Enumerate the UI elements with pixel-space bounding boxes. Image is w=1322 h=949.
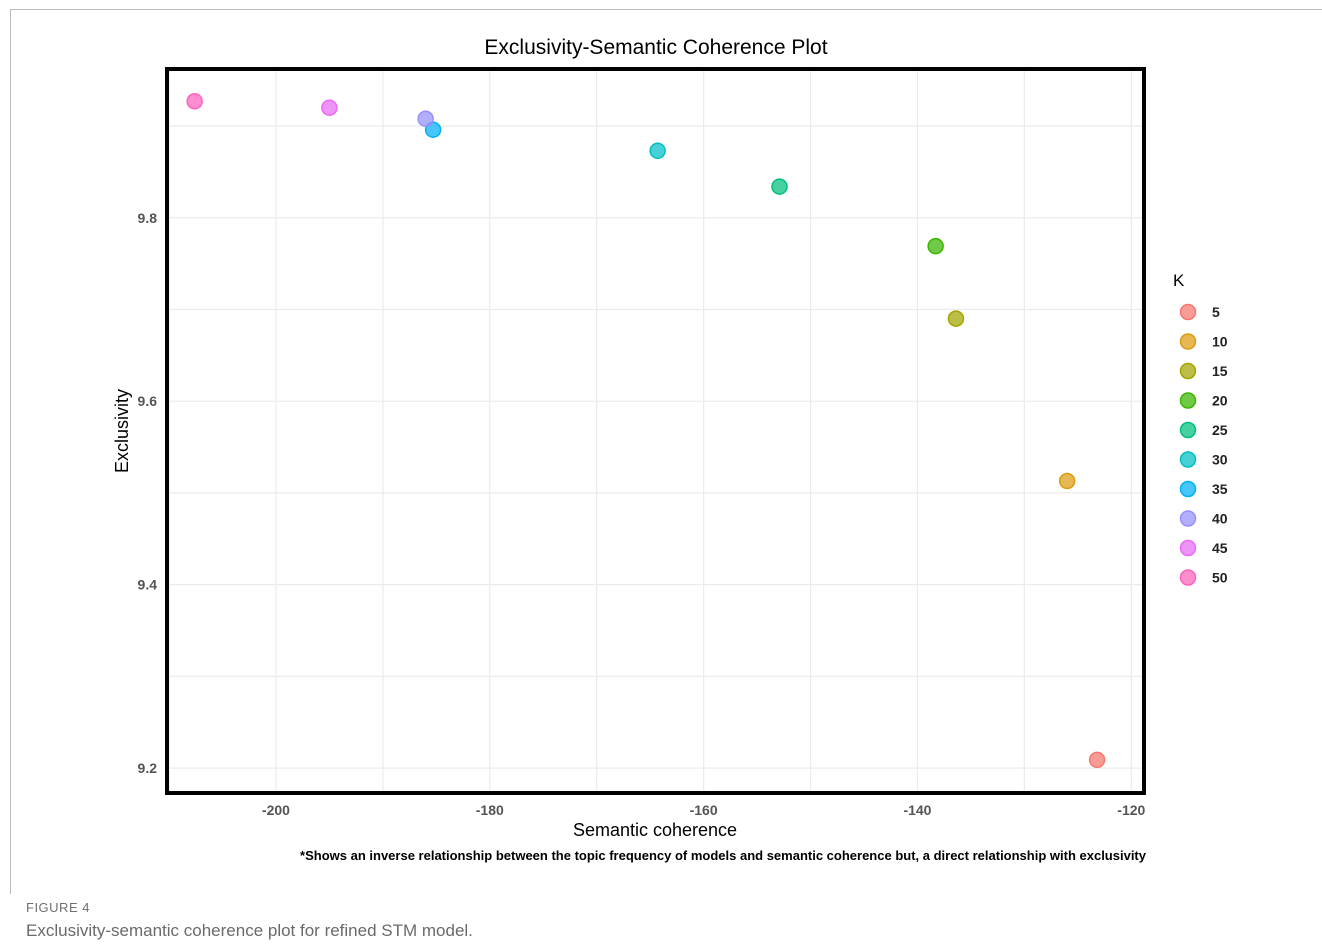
legend-key-k10 [1179, 333, 1197, 350]
y-axis-title: Exclusivity [112, 389, 132, 473]
x-tick-label: -200 [262, 802, 290, 818]
data-point-k15 [947, 310, 965, 327]
grid [168, 71, 1142, 791]
y-tick-label: 9.6 [138, 393, 158, 409]
legend-label-k5: 5 [1212, 304, 1220, 320]
data-point-k40 [417, 110, 434, 127]
legend-label-k50: 50 [1212, 570, 1228, 586]
figure-caption: Exclusivity-semantic coherence plot for … [26, 921, 473, 940]
legend-label-k30: 30 [1212, 452, 1228, 468]
data-point-k25 [771, 178, 788, 195]
x-tick-label: -120 [1117, 802, 1145, 818]
y-tick-label: 9.4 [138, 577, 158, 593]
chart-title: Exclusivity-Semantic Coherence Plot [484, 36, 827, 59]
x-tick-label: -180 [476, 802, 504, 818]
figure-label: FIGURE 4 [26, 900, 90, 915]
data-point-k30 [649, 142, 666, 160]
legend-key-k50 [1179, 569, 1197, 586]
legend-label-k25: 25 [1212, 422, 1228, 438]
y-tick-label: 9.2 [138, 760, 158, 776]
legend-key-k5 [1179, 303, 1197, 321]
legend-key-k25 [1179, 421, 1197, 439]
legend-title: K [1173, 271, 1185, 290]
footnote: *Shows an inverse relationship between t… [300, 848, 1147, 863]
scatter-chart: Exclusivity-Semantic Coherence Plot -200… [112, 36, 1228, 863]
legend-label-k45: 45 [1212, 540, 1228, 556]
left-rule [10, 9, 11, 894]
legend-key-k45 [1179, 539, 1197, 557]
legend-key-k30 [1179, 451, 1197, 468]
x-axis-ticks: -200 -180 -160 -140 -120 [262, 802, 1146, 818]
legend-label-k35: 35 [1212, 481, 1228, 497]
x-tick-label: -160 [690, 802, 718, 818]
data-point-k45 [321, 99, 338, 116]
legend-key-k20 [1179, 392, 1197, 409]
data-points [186, 93, 1106, 769]
legend-label-k40: 40 [1212, 511, 1228, 527]
legend-label-k10: 10 [1212, 334, 1228, 350]
legend: 5 10 15 20 25 30 35 40 45 50 [1179, 303, 1228, 586]
legend-label-k15: 15 [1212, 363, 1228, 379]
data-point-k20 [927, 237, 944, 255]
y-axis-ticks: 9.2 9.4 9.6 9.8 [138, 210, 158, 776]
data-point-k5 [1088, 751, 1106, 769]
data-point-k50 [186, 93, 203, 110]
x-axis-title: Semantic coherence [573, 820, 737, 840]
legend-key-k15 [1179, 362, 1197, 380]
legend-label-k20: 20 [1212, 393, 1228, 409]
legend-key-k35 [1179, 480, 1197, 498]
y-tick-label: 9.8 [138, 210, 158, 226]
legend-key-k40 [1179, 510, 1197, 527]
data-point-k10 [1058, 472, 1076, 490]
top-rule [10, 9, 1322, 10]
x-tick-label: -140 [903, 802, 931, 818]
plot-frame [165, 67, 1146, 795]
